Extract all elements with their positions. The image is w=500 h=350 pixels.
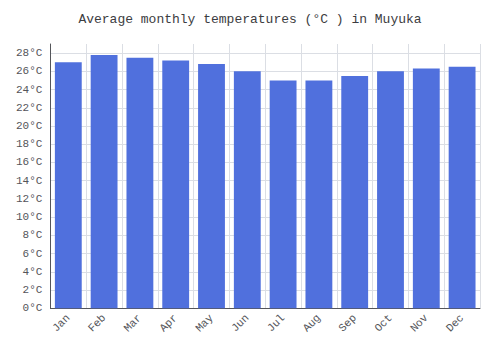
svg-text:12°C: 12°C — [16, 193, 43, 205]
svg-text:May: May — [193, 312, 216, 335]
svg-text:22°C: 22°C — [16, 102, 43, 114]
svg-text:Dec: Dec — [444, 312, 466, 334]
svg-text:20°C: 20°C — [16, 120, 43, 132]
svg-text:18°C: 18°C — [16, 138, 43, 150]
svg-text:4°C: 4°C — [23, 266, 43, 278]
svg-text:Aug: Aug — [301, 312, 323, 334]
svg-text:Jan: Jan — [50, 312, 72, 334]
svg-text:2°C: 2°C — [23, 284, 43, 296]
svg-text:0°C: 0°C — [23, 302, 43, 314]
svg-text:Jun: Jun — [229, 312, 251, 334]
svg-text:Average monthly temperatures (: Average monthly temperatures (°C ) in Mu… — [78, 12, 421, 27]
svg-text:16°C: 16°C — [16, 156, 43, 168]
svg-text:8°C: 8°C — [23, 229, 43, 241]
svg-text:Feb: Feb — [86, 312, 108, 334]
svg-text:24°C: 24°C — [16, 84, 43, 96]
svg-text:14°C: 14°C — [16, 175, 43, 187]
svg-text:28°C: 28°C — [16, 47, 43, 59]
svg-text:Apr: Apr — [157, 312, 179, 334]
svg-text:Jul: Jul — [265, 312, 287, 334]
svg-text:Nov: Nov — [408, 312, 431, 335]
svg-text:26°C: 26°C — [16, 65, 43, 77]
svg-text:Mar: Mar — [122, 312, 144, 334]
svg-text:6°C: 6°C — [23, 248, 43, 260]
svg-text:10°C: 10°C — [16, 211, 43, 223]
svg-text:Sep: Sep — [336, 312, 358, 334]
svg-text:Oct: Oct — [372, 312, 394, 334]
